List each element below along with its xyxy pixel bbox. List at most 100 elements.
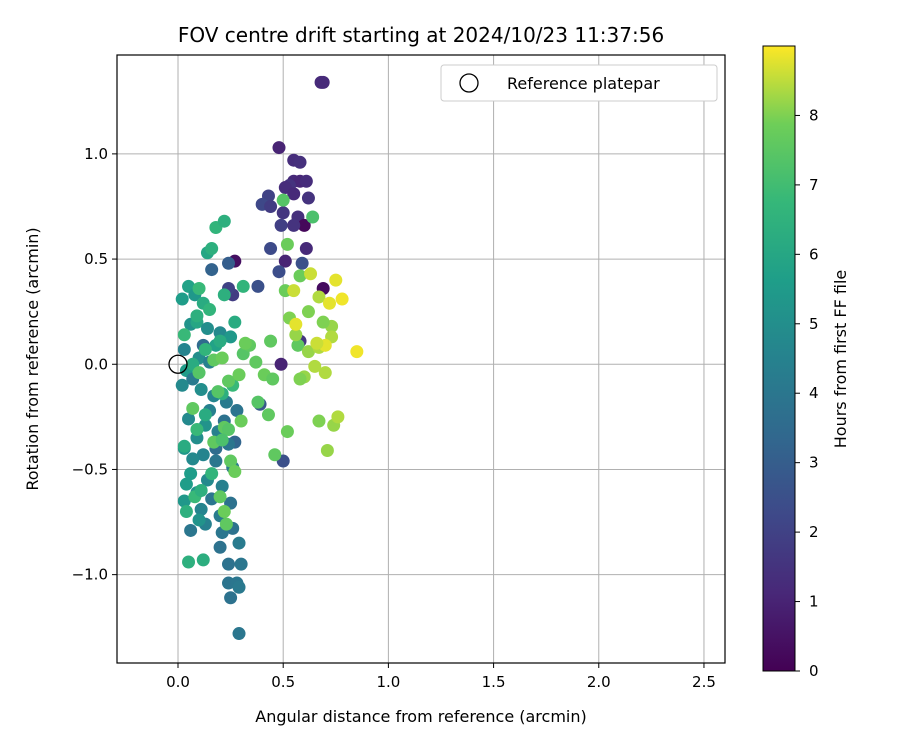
data-point [316, 315, 330, 329]
data-point [289, 317, 303, 331]
data-point [192, 366, 206, 380]
data-point [291, 338, 305, 352]
legend-label: Reference platepar [507, 74, 660, 93]
data-point [264, 199, 278, 213]
data-point [232, 627, 246, 641]
data-point [177, 494, 191, 508]
data-point [222, 422, 236, 436]
y-axis-ticks: −1.0 −0.5 0.0 0.5 1.0 [72, 145, 117, 584]
data-point [234, 557, 248, 571]
data-point [184, 467, 198, 481]
data-point [224, 591, 238, 605]
y-axis-label: Rotation from reference (arcmin) [23, 227, 42, 490]
x-axis-ticks: 0.0 0.5 1.0 1.5 2.0 2.5 [166, 663, 716, 691]
data-point [301, 191, 315, 205]
data-point [205, 242, 219, 256]
chart-title: FOV centre drift starting at 2024/10/23 … [178, 23, 664, 47]
data-point [177, 328, 191, 342]
data-point [301, 305, 315, 319]
data-point [350, 345, 364, 359]
data-point [228, 315, 242, 329]
data-point [287, 218, 301, 232]
data-point [236, 279, 250, 293]
data-point [198, 343, 212, 357]
plot-frame [116, 54, 726, 664]
data-point [175, 292, 189, 306]
colorbar-tick-label: 4 [809, 384, 819, 402]
data-point [276, 206, 290, 220]
data-point [272, 265, 286, 279]
y-tick-label: 0.5 [84, 250, 108, 268]
data-point [295, 256, 309, 270]
data-point [186, 452, 200, 466]
data-point [299, 174, 313, 188]
data-point [301, 345, 315, 359]
legend: Reference platepar [440, 64, 718, 102]
data-point [306, 210, 320, 224]
data-point [322, 296, 336, 310]
data-point [272, 141, 286, 155]
colorbar-tick-label: 3 [809, 454, 819, 472]
data-point [264, 334, 278, 348]
data-point [287, 284, 301, 298]
data-point [211, 385, 225, 399]
colorbar-tick-label: 5 [809, 315, 819, 333]
data-point [299, 242, 313, 256]
data-point [179, 477, 193, 491]
data-point [238, 336, 252, 350]
data-point [293, 155, 307, 169]
data-point [320, 444, 334, 458]
data-point [175, 378, 189, 392]
data-point [264, 242, 278, 256]
data-point [274, 357, 288, 371]
data-point [261, 408, 275, 422]
colorbar-tick-label: 8 [809, 106, 819, 124]
data-point [329, 273, 343, 287]
data-point [190, 422, 204, 436]
colorbar-tick-label: 2 [809, 523, 819, 541]
data-point [287, 187, 301, 201]
data-point [308, 359, 322, 373]
data-point [224, 330, 238, 344]
data-point [198, 408, 212, 422]
y-tick-label: 0.0 [84, 355, 108, 373]
data-point [203, 303, 217, 317]
data-point [190, 309, 204, 323]
reference-platepar-marker [168, 354, 188, 374]
data-point [318, 366, 332, 380]
x-tick-label: 2.5 [692, 673, 716, 691]
data-point [222, 256, 236, 270]
data-point [194, 383, 208, 397]
colorbar-tick-label: 6 [809, 245, 819, 263]
data-point [213, 540, 227, 554]
data-point [266, 372, 280, 386]
x-axis-label: Angular distance from reference (arcmin) [255, 707, 586, 726]
data-point [274, 218, 288, 232]
data-point [196, 553, 210, 567]
data-point [194, 483, 208, 497]
data-point [205, 263, 219, 277]
colorbar [762, 45, 796, 672]
x-tick-label: 2.0 [587, 673, 611, 691]
data-point [310, 336, 324, 350]
data-point [217, 505, 231, 519]
data-point [177, 343, 191, 357]
data-point [224, 454, 238, 468]
colorbar-tick-label: 0 [809, 662, 819, 680]
data-point [335, 292, 349, 306]
data-point [312, 414, 326, 428]
data-point [251, 279, 265, 293]
data-point [232, 580, 246, 594]
data-point [209, 454, 223, 468]
data-point [293, 372, 307, 386]
x-tick-label: 1.0 [376, 673, 400, 691]
data-point [217, 288, 231, 302]
data-point [232, 368, 246, 382]
x-tick-label: 0.0 [166, 673, 190, 691]
data-point [222, 374, 236, 388]
data-point [182, 555, 196, 569]
y-tick-label: −0.5 [72, 460, 108, 478]
data-point [215, 479, 229, 493]
data-point [280, 237, 294, 251]
